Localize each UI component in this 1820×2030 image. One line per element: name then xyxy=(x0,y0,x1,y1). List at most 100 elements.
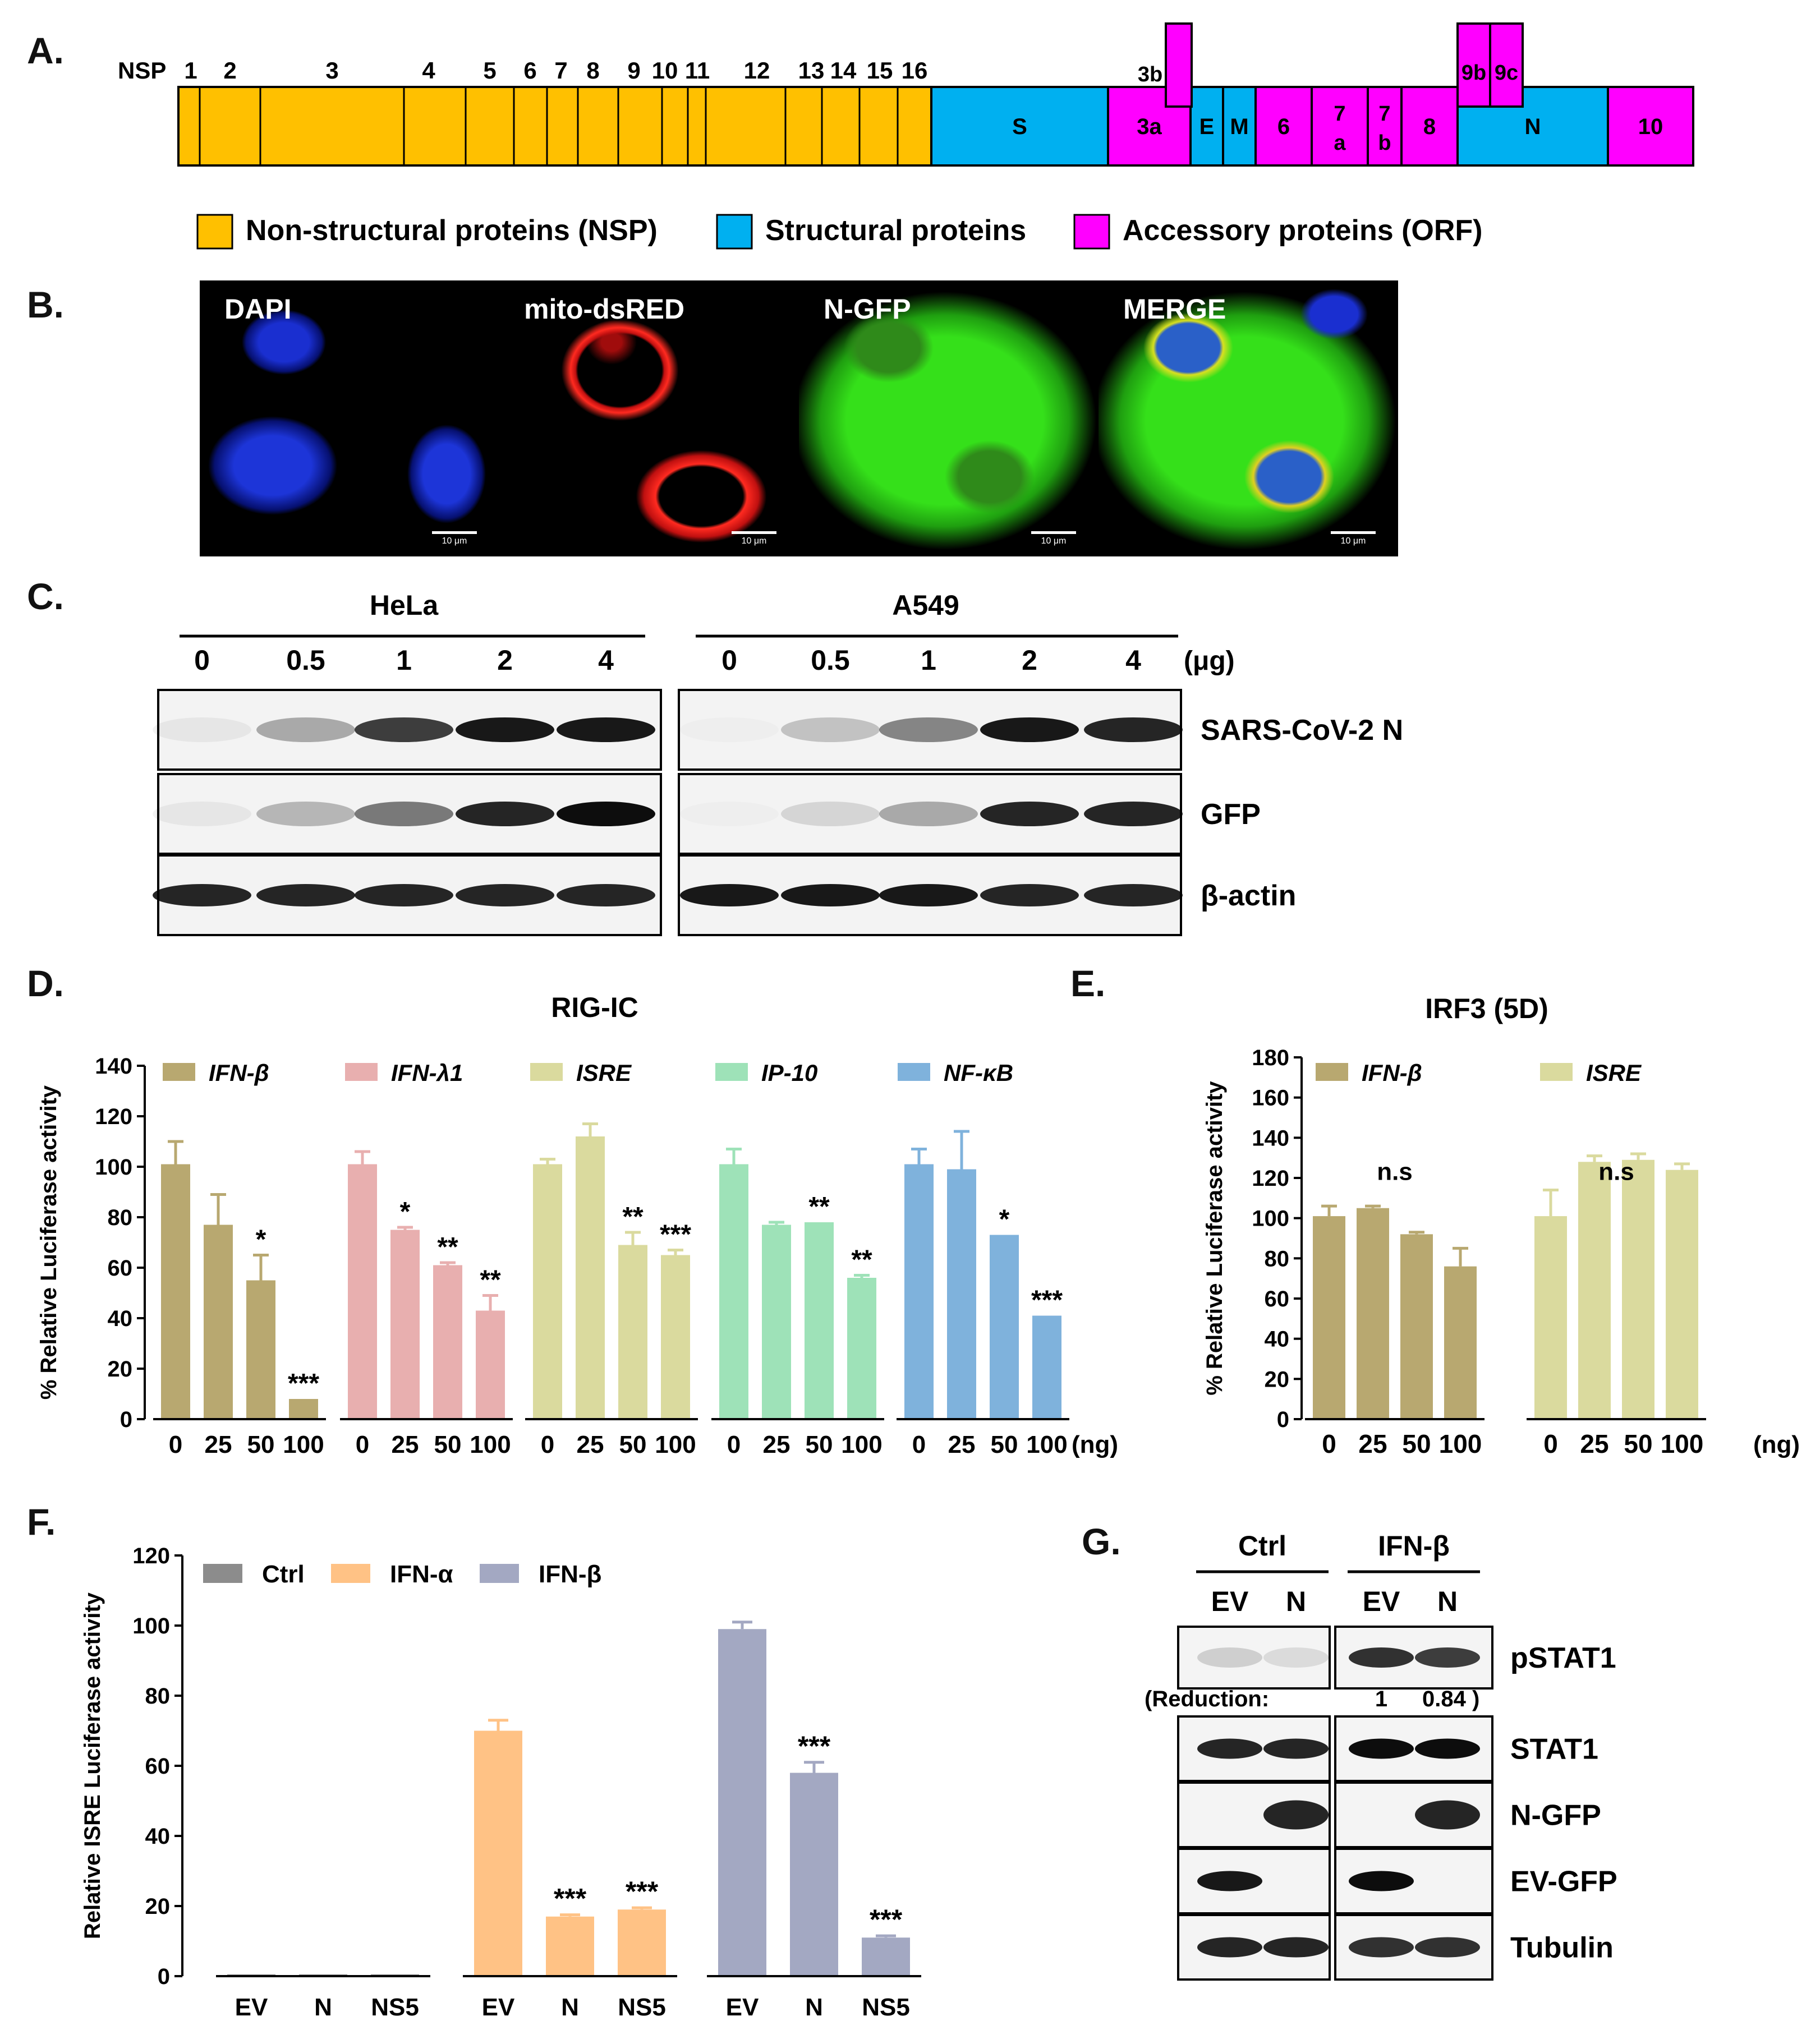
x-tick-label: 100 xyxy=(283,1431,324,1458)
orf-3b xyxy=(1165,22,1193,108)
blot-band xyxy=(879,717,978,742)
blot-band xyxy=(355,884,453,906)
x-tick-label: 50 xyxy=(991,1431,1018,1458)
x-tick-label: 50 xyxy=(806,1431,833,1458)
legend-label: IFN-β xyxy=(209,1060,269,1086)
y-tick-label: 180 xyxy=(1252,1046,1289,1070)
blot-band xyxy=(980,884,1079,906)
segment-label: a xyxy=(1334,131,1346,155)
y-tick-label: 120 xyxy=(1252,1166,1289,1191)
nsp-number: 6 xyxy=(523,57,536,84)
significance-mark: ** xyxy=(808,1192,830,1222)
legend-swatch xyxy=(163,1063,195,1081)
segment-label: 3a xyxy=(1137,114,1162,139)
y-tick-label: 140 xyxy=(1252,1126,1289,1150)
blot-band xyxy=(153,717,251,742)
significance-mark: * xyxy=(256,1225,266,1255)
panel-label-b: B. xyxy=(27,284,64,325)
y-tick-label: 60 xyxy=(1265,1287,1290,1311)
x-tick-label: 100 xyxy=(841,1431,882,1458)
blot-band xyxy=(456,802,554,826)
x-tick-label: 100 xyxy=(1439,1429,1482,1458)
blot-band xyxy=(557,884,655,906)
significance-mark: *** xyxy=(288,1369,319,1398)
bar xyxy=(762,1225,791,1419)
nsp-number: 14 xyxy=(830,57,857,84)
y-tick-label: 20 xyxy=(145,1894,171,1919)
y-tick-label: 120 xyxy=(95,1104,132,1129)
legend-label: Accessory proteins (ORF) xyxy=(1123,214,1483,247)
significance-mark: *** xyxy=(1031,1286,1063,1315)
blot-band xyxy=(1084,717,1183,742)
blot-band xyxy=(1263,1738,1329,1759)
y-tick-label: 120 xyxy=(132,1544,170,1568)
blot-row-label: pSTAT1 xyxy=(1510,1642,1616,1674)
legend-swatch xyxy=(480,1564,519,1583)
bar xyxy=(719,1164,748,1419)
blot-band xyxy=(557,717,655,742)
blot-band xyxy=(557,802,655,826)
y-tick-label: 80 xyxy=(1265,1246,1290,1271)
ns-label: n.s xyxy=(1598,1158,1634,1186)
x-tick-label: 50 xyxy=(619,1431,647,1458)
x-tick-label: EV xyxy=(235,1994,268,2021)
bar xyxy=(1313,1216,1345,1419)
x-tick-label: N xyxy=(805,1994,823,2021)
segment-label: 10 xyxy=(1638,114,1663,139)
legend-swatch xyxy=(530,1063,563,1081)
segment-label: E xyxy=(1199,114,1215,139)
legend-label: IFN-β xyxy=(539,1561,601,1588)
lane-label: EV xyxy=(1363,1586,1400,1617)
bar xyxy=(1578,1162,1611,1419)
blot-group-label: HeLa xyxy=(370,590,439,621)
blot-band xyxy=(1197,1871,1262,1891)
scale-bar: 10 μm xyxy=(732,531,776,546)
segment-label: 3b xyxy=(1138,63,1162,86)
blot-row-label: GFP xyxy=(1201,798,1261,831)
blot-band xyxy=(781,884,880,906)
legend-swatch xyxy=(716,214,753,250)
bar xyxy=(246,1280,275,1419)
nsp-prefix: NSP xyxy=(118,57,166,84)
significance-mark: ** xyxy=(437,1232,458,1262)
blot-band xyxy=(1349,1647,1414,1668)
panel-label-a: A. xyxy=(27,30,64,71)
y-tick-label: 0 xyxy=(158,1964,170,1989)
chart-d: RIG-IC % Relative Luciferase activity 0 20 4… xyxy=(36,992,1118,1458)
significance-mark: ** xyxy=(851,1245,872,1275)
micro-label-n-gfp: N-GFP xyxy=(824,293,911,325)
dose-label: 1 xyxy=(396,645,412,676)
scale-bar: 10 μm xyxy=(432,531,477,546)
x-tick-label: 100 xyxy=(1026,1431,1067,1458)
micrograph-n-gfp: N-GFP 10 μm xyxy=(799,280,1099,556)
micrograph-mito-dsred: mito-dsRED 10 μm xyxy=(499,280,799,556)
dose-label: 1 xyxy=(921,645,936,676)
blot-group-label: IFN-β xyxy=(1378,1530,1450,1562)
nsp-number: 12 xyxy=(744,57,770,84)
bar xyxy=(790,1773,838,1976)
y-tick-label: 40 xyxy=(1265,1327,1290,1352)
x-tick-label: 100 xyxy=(655,1431,696,1458)
nsp-block xyxy=(177,86,932,167)
blot-row-label: β-actin xyxy=(1201,880,1296,912)
blot-band xyxy=(1263,1937,1329,1958)
significance-mark: ** xyxy=(622,1202,644,1232)
panel-label-c: C. xyxy=(27,576,64,617)
x-tick-label: 25 xyxy=(205,1431,232,1458)
bar xyxy=(661,1255,690,1419)
y-tick-label: 0 xyxy=(120,1407,132,1432)
x-tick-label: NS5 xyxy=(862,1994,910,2021)
panel-label-e: E. xyxy=(1070,963,1106,1004)
y-tick-label: 40 xyxy=(145,1824,171,1849)
genome-segment-8 xyxy=(1400,86,1459,167)
nsp-number: 8 xyxy=(586,57,599,84)
y-axis-label: Relative ISRE Luciferase activity xyxy=(80,1592,105,1939)
bar xyxy=(204,1225,233,1419)
legend-label: IFN-β xyxy=(1362,1060,1422,1086)
legend-label: IP-10 xyxy=(761,1060,817,1086)
nsp-number: 4 xyxy=(422,57,435,84)
ns-label: n.s xyxy=(1377,1158,1413,1186)
x-tick-label: N xyxy=(561,1994,579,2021)
bar xyxy=(289,1399,318,1419)
